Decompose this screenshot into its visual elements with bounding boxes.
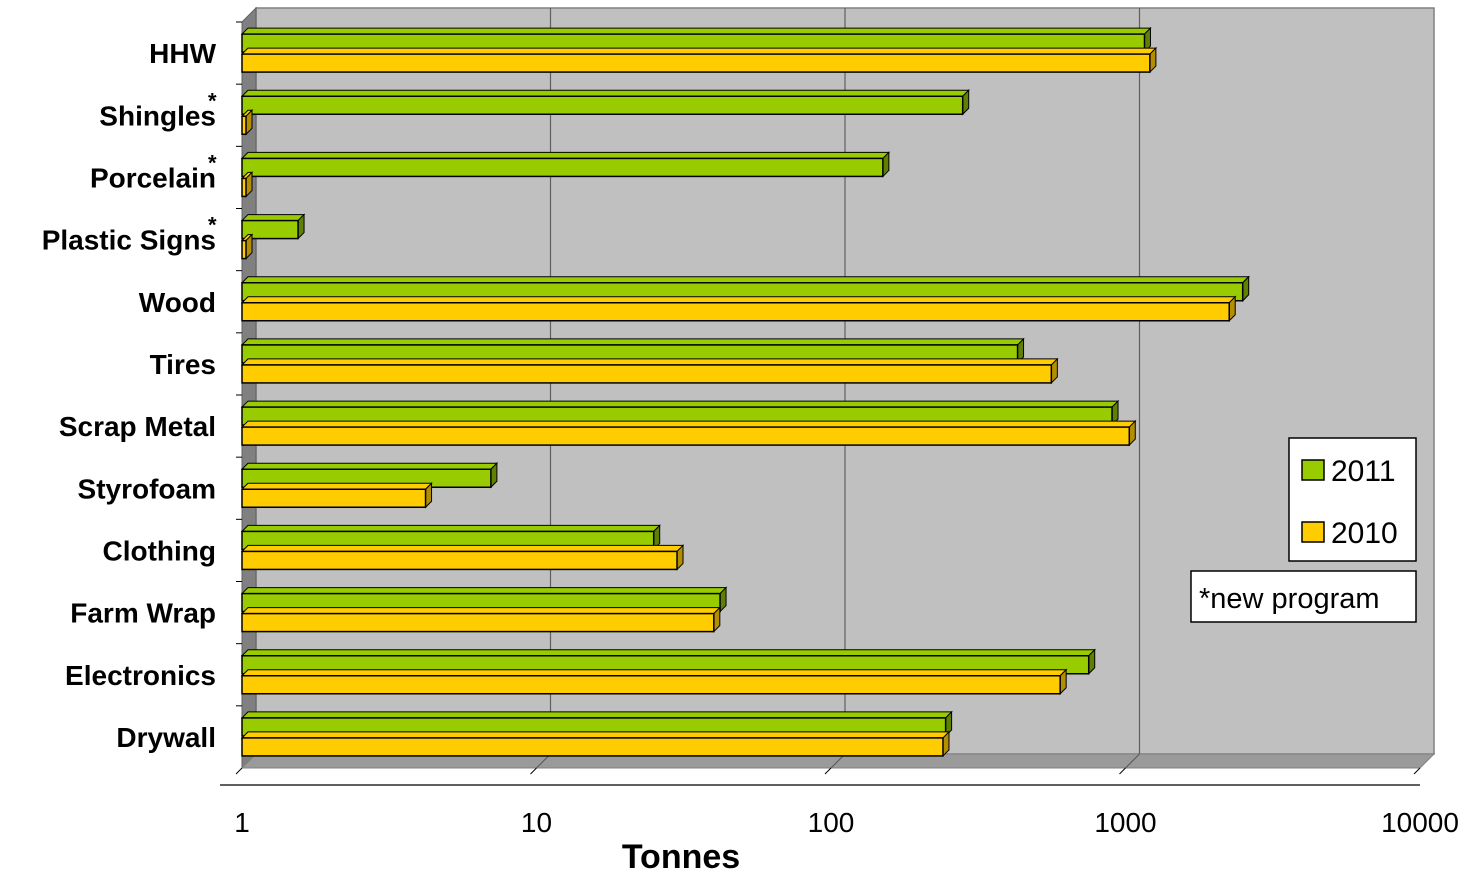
bar-2010-wood <box>240 295 1237 322</box>
x-tick-mark <box>824 767 832 775</box>
note-box <box>1190 570 1417 623</box>
bar-top-face <box>240 214 306 222</box>
x-tick-labels: 1 10 100 1000 10000 <box>234 807 1459 838</box>
legend-swatch-2011 <box>1301 459 1325 481</box>
bars <box>240 26 1250 758</box>
bar-2010-clothing <box>240 544 685 571</box>
bar-2010-farm-wrap <box>240 606 722 633</box>
bar-front-face <box>241 737 944 757</box>
bar-top-face <box>240 27 1152 35</box>
category-label: Wood <box>139 287 216 318</box>
bar-front-face <box>241 488 427 508</box>
category-label: Scrap Metal <box>59 411 216 442</box>
x-tick-mark <box>1119 767 1126 775</box>
bar-top-face <box>240 669 1068 677</box>
bar-front-face <box>241 302 1230 322</box>
bar-top-face <box>240 358 1059 366</box>
bar-top-face <box>240 420 1137 428</box>
bar-top-face <box>240 400 1120 408</box>
legend-label-2010: 2010 <box>1331 517 1398 550</box>
bar-front-face <box>241 53 1151 73</box>
bar-2010-drywall <box>240 730 951 758</box>
bar-2010-tires <box>240 357 1059 385</box>
new-program-asterisk: * <box>208 88 217 113</box>
category-label: Shingles <box>99 100 216 131</box>
bar-front-face <box>241 177 247 198</box>
x-tick-label: 1 <box>234 807 250 838</box>
category-label: HHW <box>149 38 216 69</box>
bar-front-face <box>241 675 1061 695</box>
bar-top-face <box>240 544 685 552</box>
legend-label-2011: 2011 <box>1331 455 1396 488</box>
bar-front-face <box>241 157 884 178</box>
bar-front-face <box>241 95 964 115</box>
category-label: Styrofoam <box>78 473 216 504</box>
bar-top-face <box>240 47 1158 55</box>
bar-2010-porcelain <box>240 171 254 198</box>
bar-front-face <box>241 115 247 135</box>
note-text: *new program <box>1199 583 1380 615</box>
bar-top-face <box>240 711 953 719</box>
bar-front-face <box>241 550 678 571</box>
bar-top-face <box>240 338 1025 346</box>
x-tick-label: 100 <box>808 807 855 838</box>
floor-gridline <box>1125 753 1140 769</box>
bar-top-face <box>240 151 891 159</box>
bar-2010-styrofoam <box>240 482 433 509</box>
category-label: Tires <box>150 349 216 380</box>
bar-top-face <box>240 462 499 470</box>
bar-top-face <box>240 296 1237 304</box>
bar-front-face <box>241 364 1053 384</box>
bar-2010-shingles <box>240 109 254 136</box>
bar-front-face <box>241 239 247 260</box>
category-label: Electronics <box>65 660 216 691</box>
bar-2011-plastic-signs <box>240 213 306 240</box>
category-label: Drywall <box>116 722 216 753</box>
category-label: Farm Wrap <box>70 598 216 629</box>
bar-top-face <box>240 731 951 739</box>
bar-top-face <box>240 607 722 615</box>
x-tick-mark <box>1413 767 1421 775</box>
category-label: Porcelain <box>90 162 216 193</box>
new-program-asterisk: * <box>208 213 217 238</box>
bar-front-face <box>241 426 1131 446</box>
bar-front-face <box>241 219 299 240</box>
bar-top-face <box>240 276 1250 284</box>
bar-2010-plastic-signs <box>240 233 254 260</box>
bar-2010-electronics <box>240 668 1068 695</box>
bar-2011-porcelain <box>240 151 891 178</box>
bar-2010-scrap-metal <box>240 419 1137 447</box>
x-tick-mark <box>530 767 537 775</box>
x-tick-label: 1000 <box>1094 807 1156 838</box>
x-tick-label: 10000 <box>1381 807 1459 838</box>
category-label: Plastic Signs <box>42 225 216 256</box>
x-tick-mark <box>235 767 243 775</box>
legend-swatch-2010 <box>1301 521 1325 543</box>
x-tick-label: 10 <box>521 807 552 838</box>
x-axis-title: Tonnes <box>622 838 740 871</box>
bar-top-face <box>240 649 1096 657</box>
bar-front-face <box>241 612 715 633</box>
legend: 2011 2010 <box>1288 437 1417 562</box>
bar-top-face <box>240 89 970 97</box>
bar-2011-shingles <box>240 89 970 116</box>
category-label: Clothing <box>102 535 216 566</box>
bar-top-face <box>240 482 433 490</box>
bar-top-face <box>240 587 728 595</box>
note: *new program <box>1190 570 1417 623</box>
bar-top-face <box>240 524 661 532</box>
new-program-asterisk: * <box>208 150 217 175</box>
bar-2010-hhw <box>240 46 1158 74</box>
